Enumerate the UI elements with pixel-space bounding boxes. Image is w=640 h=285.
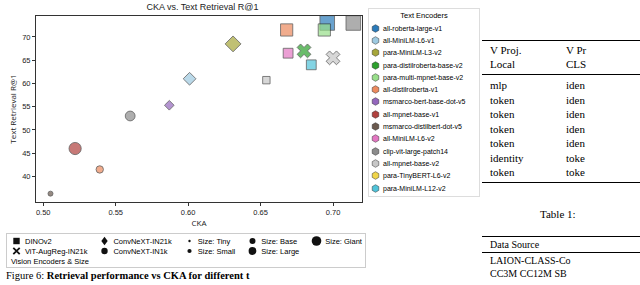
svg-text:45: 45 bbox=[22, 149, 30, 158]
svg-text:40: 40 bbox=[22, 172, 30, 181]
html-text:Vision Encoders & Size: Vision Encoders & Size bbox=[11, 257, 89, 266]
svg-text:CKA vs. Text Retrieval R@1: CKA vs. Text Retrieval R@1 bbox=[146, 2, 258, 12]
svg-text:55: 55 bbox=[22, 102, 30, 111]
svg-text:0.55: 0.55 bbox=[108, 208, 123, 217]
html-text:Figure 6: Retrieval performanc: Figure 6: Retrieval performance vs CKA f… bbox=[6, 270, 250, 281]
html-text:LAION-CLASS-Co: LAION-CLASS-Co bbox=[490, 255, 571, 266]
html-text:V Proj.: V Proj. bbox=[490, 44, 522, 56]
html-text:iden: iden bbox=[566, 108, 585, 120]
svg-text:0.60: 0.60 bbox=[181, 208, 196, 217]
html-text:Local: Local bbox=[490, 58, 515, 70]
svg-text:Text Retrieval R@1: Text Retrieval R@1 bbox=[7, 74, 18, 143]
html-text:token: token bbox=[490, 137, 515, 149]
html-text:V Pr: V Pr bbox=[566, 44, 587, 56]
svg-text:CKA: CKA bbox=[192, 217, 208, 228]
html-text:all-MiniLM-L6-v2: all-MiniLM-L6-v2 bbox=[383, 135, 435, 143]
html-text:token: token bbox=[490, 166, 515, 178]
html-text:all-mpnet-base-v1: all-mpnet-base-v1 bbox=[383, 110, 439, 118]
html-text:mlp: mlp bbox=[490, 79, 508, 91]
html-text:para-distilroberta-base-v2: para-distilroberta-base-v2 bbox=[383, 61, 463, 69]
html-text:CLS: CLS bbox=[566, 58, 587, 70]
svg-text:0.65: 0.65 bbox=[253, 208, 268, 217]
html-text:token: token bbox=[490, 93, 515, 106]
html-text:identity: identity bbox=[490, 151, 524, 164]
html-text:Size: Large: Size: Large bbox=[261, 246, 300, 256]
html-text:ViT-AugReg-IN21k: ViT-AugReg-IN21k bbox=[25, 246, 88, 256]
svg-text:0.70: 0.70 bbox=[326, 208, 341, 217]
html-text:Text Encoders: Text Encoders bbox=[400, 11, 448, 20]
html-text:iden: iden bbox=[566, 122, 585, 135]
html-text:toke: toke bbox=[566, 151, 585, 164]
html-text:Size: Small: Size: Small bbox=[197, 246, 236, 256]
html-text:para-MiniLM-L3-v2: para-MiniLM-L3-v2 bbox=[383, 49, 442, 57]
html-text:CC3M CC12M SB: CC3M CC12M SB bbox=[490, 268, 567, 279]
html-text:iden: iden bbox=[566, 79, 585, 91]
svg-text:65: 65 bbox=[22, 56, 30, 65]
html-text:msmarco-distilbert-dot-v5: msmarco-distilbert-dot-v5 bbox=[383, 123, 462, 130]
html-text:para-multi-mpnet-base-v2: para-multi-mpnet-base-v2 bbox=[383, 73, 464, 81]
html-text:all-roberta-large-v1: all-roberta-large-v1 bbox=[383, 24, 443, 32]
html-text:token: token bbox=[490, 122, 515, 135]
html-text:iden: iden bbox=[566, 137, 585, 149]
html-text:para-TinyBERT-L6-v2: para-TinyBERT-L6-v2 bbox=[383, 172, 451, 180]
html-text:ConvNeXT-IN1k: ConvNeXT-IN1k bbox=[113, 246, 168, 256]
html-text:clip-vit-large-patch14: clip-vit-large-patch14 bbox=[383, 147, 448, 155]
svg-text:70: 70 bbox=[22, 33, 30, 42]
html-text:toke: toke bbox=[566, 166, 585, 178]
svg-text:0.50: 0.50 bbox=[36, 208, 51, 217]
html-text:Size: Giant: Size: Giant bbox=[325, 236, 362, 246]
html-text:all-distilroberta-v1: all-distilroberta-v1 bbox=[383, 86, 439, 94]
html-text:Table 1:: Table 1: bbox=[540, 208, 576, 220]
html-text:iden: iden bbox=[566, 93, 585, 106]
html-text:all-MiniLM-L6-v1: all-MiniLM-L6-v1 bbox=[383, 36, 435, 44]
html-text:para-MiniLM-L12-v2: para-MiniLM-L12-v2 bbox=[383, 184, 446, 192]
svg-text:60: 60 bbox=[22, 79, 30, 88]
html-text:token: token bbox=[490, 108, 515, 120]
html-text:Data Source: Data Source bbox=[490, 239, 540, 250]
html-text:Size: Tiny: Size: Tiny bbox=[197, 236, 231, 246]
html-text:Size: Base: Size: Base bbox=[261, 236, 298, 246]
svg-text:50: 50 bbox=[22, 126, 30, 135]
html-text:DINOv2: DINOv2 bbox=[25, 236, 52, 246]
html-text:msmarco-bert-base-dot-v5: msmarco-bert-base-dot-v5 bbox=[383, 98, 466, 106]
html-text:all-mpnet-base-v2: all-mpnet-base-v2 bbox=[383, 159, 439, 167]
html-text:ConvNeXT-IN21k: ConvNeXT-IN21k bbox=[113, 236, 172, 246]
